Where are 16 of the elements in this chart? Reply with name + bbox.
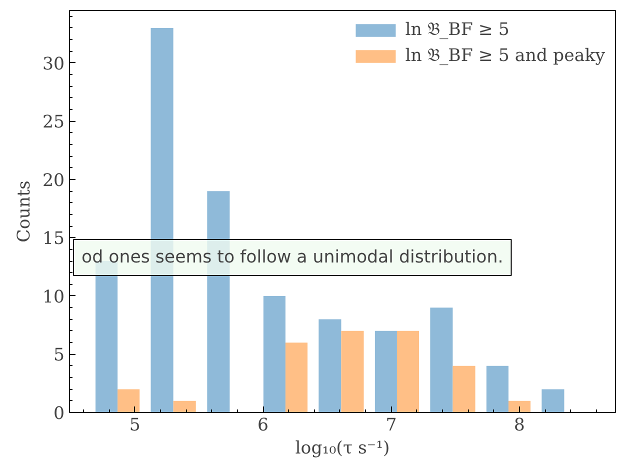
x-axis-title: log₁₀(τ s⁻¹) bbox=[295, 438, 390, 458]
x-tick-label: 6 bbox=[258, 416, 269, 436]
y-tick-label: 5 bbox=[53, 346, 65, 366]
y-tick-label: 30 bbox=[42, 54, 65, 74]
y-axis-title: Counts bbox=[14, 180, 34, 242]
legend-label: ln 𝔅_BF ≥ 5 and peaky bbox=[405, 46, 605, 66]
y-tick-label: 20 bbox=[42, 170, 65, 191]
annotation: od ones seems to follow a unimodal distribution. bbox=[82, 248, 504, 268]
y-tick-label: 25 bbox=[42, 112, 65, 133]
x-tick-label: 7 bbox=[386, 416, 397, 436]
x-tick-label: 8 bbox=[514, 416, 525, 436]
y-tick-label: 10 bbox=[42, 287, 65, 308]
y-tick-label: 0 bbox=[53, 404, 65, 424]
x-tick-label: 5 bbox=[129, 416, 140, 436]
y-tick-label: 15 bbox=[42, 229, 65, 250]
legend-label: ln 𝔅_BF ≥ 5 bbox=[405, 20, 510, 40]
